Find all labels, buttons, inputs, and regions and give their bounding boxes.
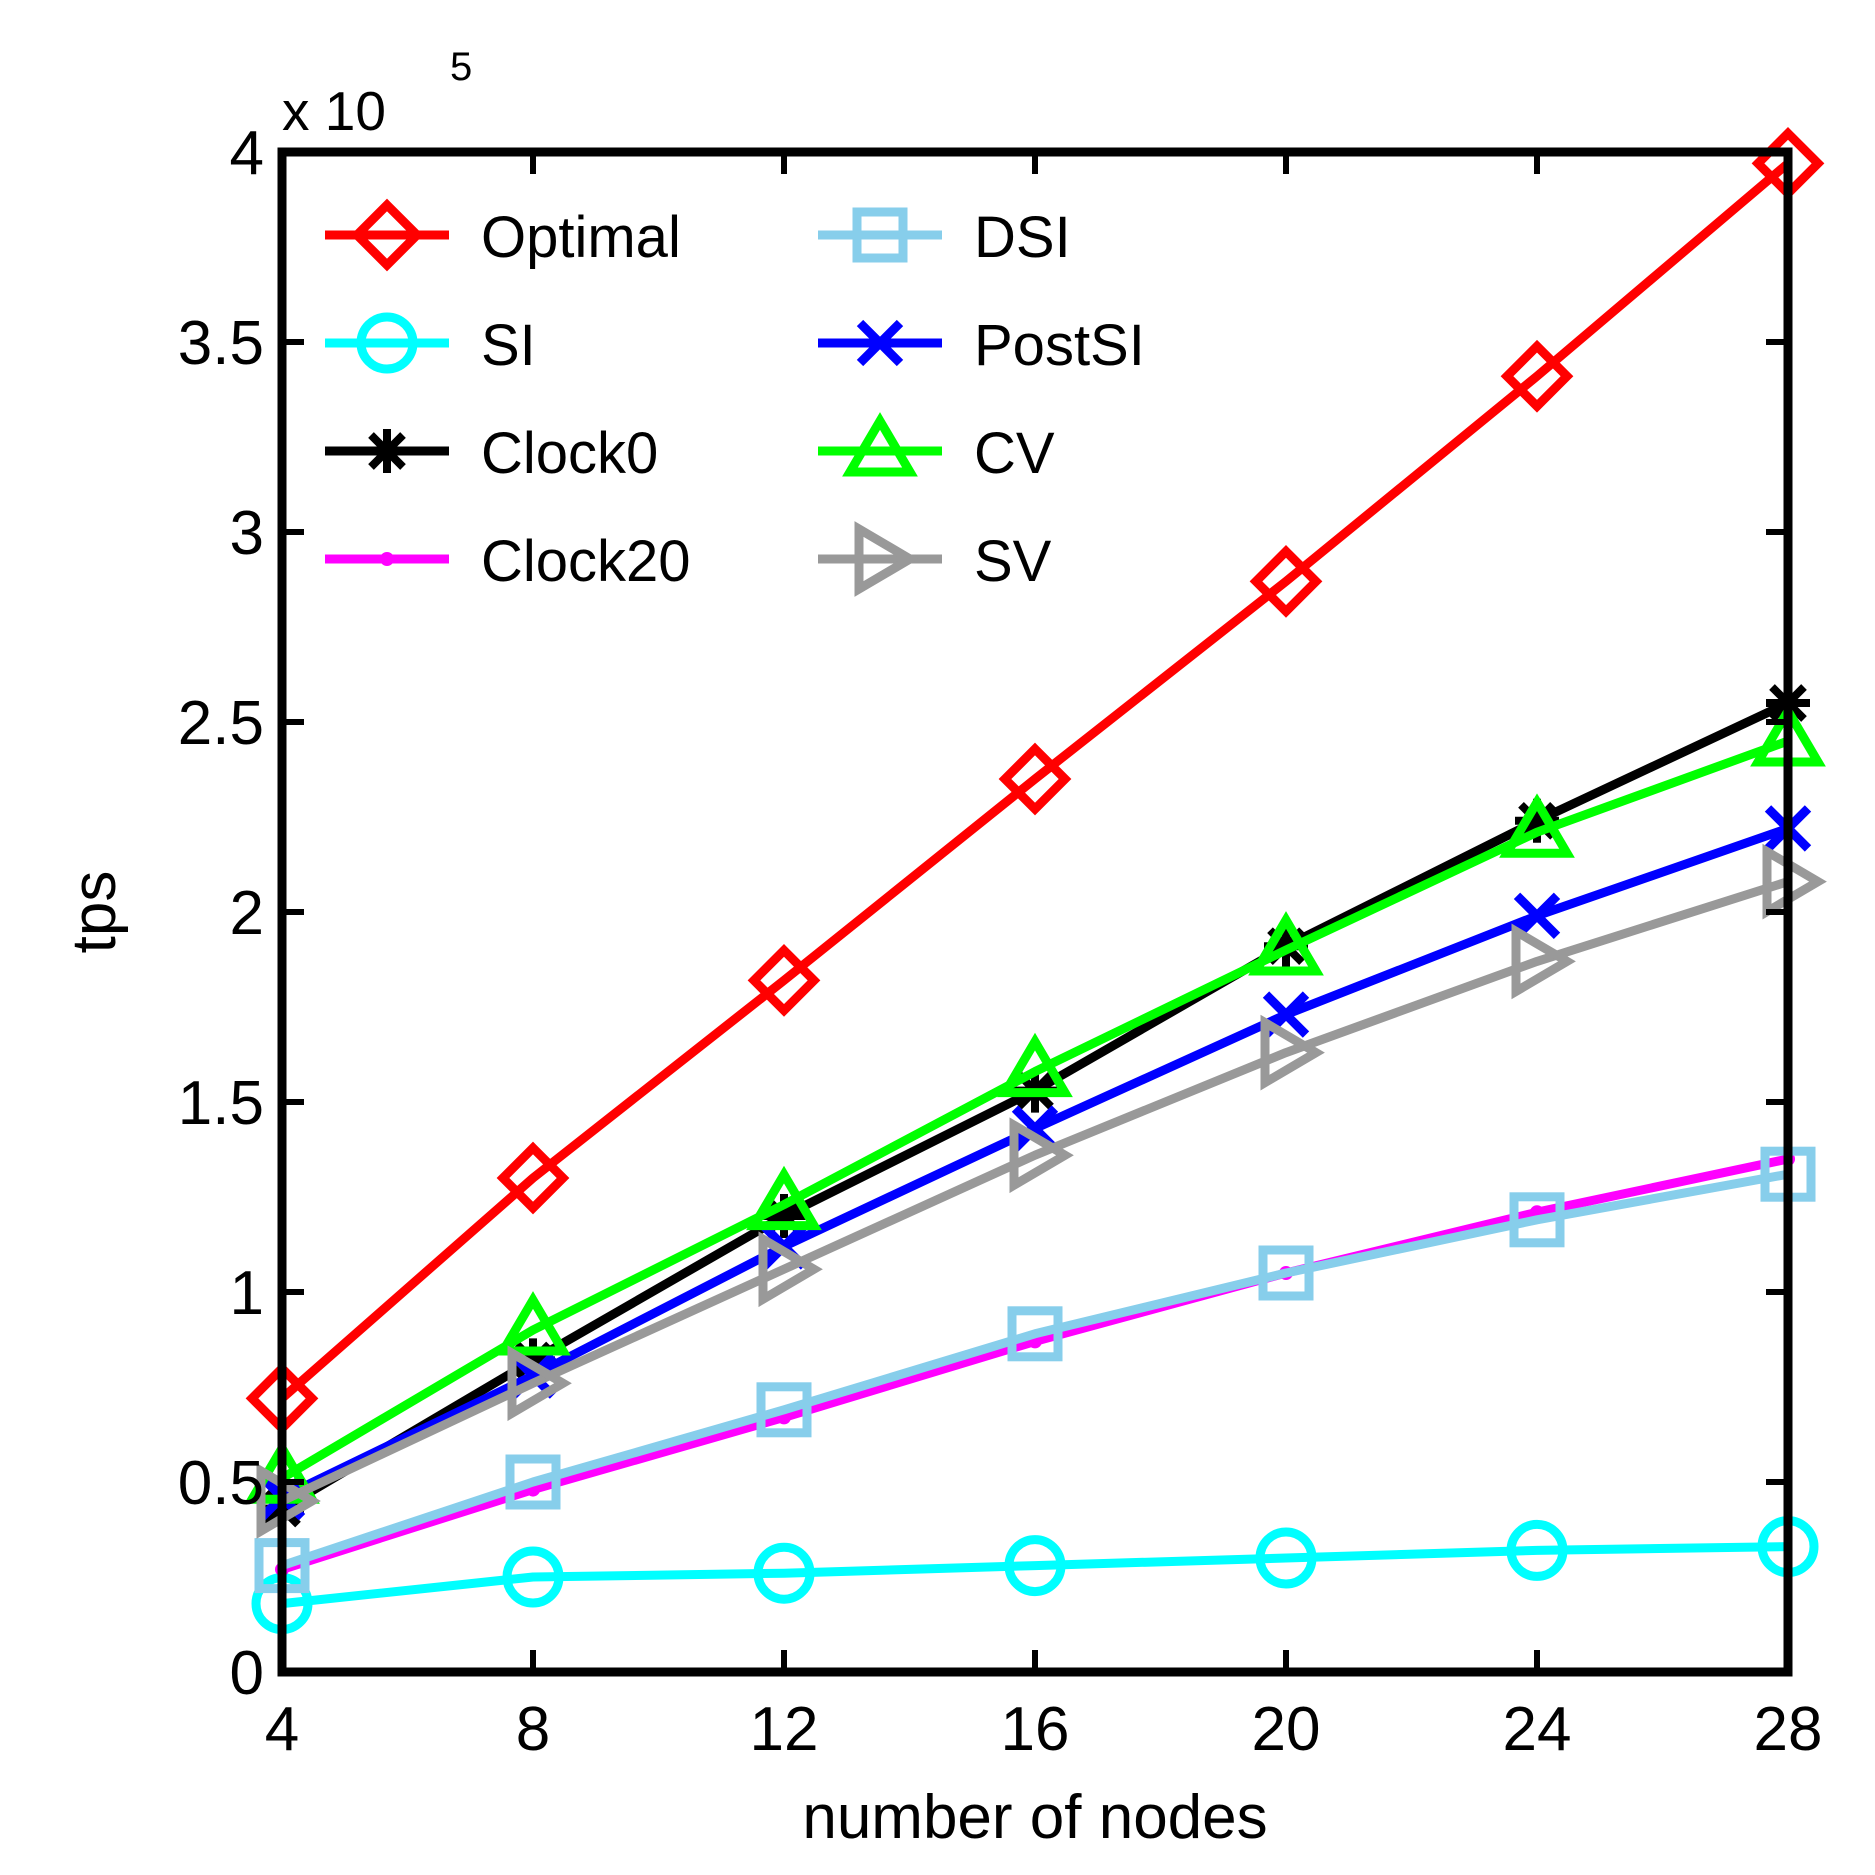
- legend-marker-si: [356, 312, 418, 374]
- series-line-dsi: [277, 1169, 1793, 1571]
- legend-item-dsi: DSI: [818, 205, 1071, 270]
- data-point-sv-12: [758, 1231, 823, 1308]
- legend-marker-dsi: [852, 207, 908, 263]
- series-si: [251, 1516, 1819, 1635]
- legend-item-cv: CV: [818, 412, 1055, 486]
- series-line-optimal: [277, 158, 1793, 1403]
- data-point-si-8: [502, 1546, 564, 1608]
- x-axis-label: number of nodes: [802, 1783, 1267, 1852]
- data-point-clock0-24: [1515, 798, 1559, 843]
- legend-label-si: SI: [481, 313, 536, 378]
- data-point-cv-16: [997, 1032, 1073, 1098]
- legend-label-clock0: Clock0: [481, 421, 658, 486]
- x-tick-label-24: 24: [1503, 1695, 1572, 1764]
- legend-marker-clock0: [365, 429, 409, 473]
- x-tick-label-16: 16: [1001, 1695, 1070, 1764]
- y-tick-label-2-5: 2.5: [178, 689, 264, 758]
- data-point-sv-8: [507, 1345, 572, 1422]
- data-point-cv-20: [1248, 911, 1324, 976]
- series-line-si: [277, 1542, 1793, 1609]
- x-tick-label-8: 8: [516, 1695, 550, 1764]
- y-tick-label-1-5: 1.5: [178, 1069, 264, 1138]
- data-point-dsi-12: [756, 1382, 812, 1438]
- y-tick-label-0: 0: [230, 1639, 264, 1708]
- data-point-optimal-16: [998, 742, 1072, 816]
- series-line-cv: [277, 736, 1793, 1483]
- y-multiplier-exponent: 5: [450, 45, 472, 89]
- data-point-dsi-20: [1258, 1245, 1314, 1301]
- data-point-clock0-12: [762, 1194, 806, 1238]
- legend-item-si: SI: [325, 312, 536, 378]
- legend-label-optimal: Optimal: [481, 205, 681, 270]
- data-point-postsi-24: [1513, 892, 1561, 939]
- y-tick-label-0-5: 0.5: [178, 1449, 264, 1518]
- x-tick-label-4: 4: [265, 1695, 299, 1764]
- legend-label-clock20: Clock20: [481, 529, 691, 594]
- data-point-cv-8: [495, 1291, 571, 1356]
- y-tick-label-3: 3: [230, 499, 264, 568]
- legend-item-clock0: Clock0: [325, 421, 658, 486]
- legend-item-postsi: PostSI: [818, 313, 1145, 378]
- data-point-si-12: [753, 1542, 815, 1604]
- data-point-dsi-24: [1509, 1192, 1565, 1248]
- series-sv: [256, 843, 1827, 1539]
- data-point-si-20: [1255, 1527, 1317, 1589]
- legend-marker-cv: [842, 412, 918, 477]
- legend-label-postsi: PostSI: [974, 313, 1145, 378]
- data-point-cv-24: [1499, 793, 1575, 858]
- data-point-si-16: [1004, 1535, 1066, 1597]
- data-point-dsi-16: [1007, 1306, 1063, 1362]
- legend-marker-optimal: [350, 198, 424, 272]
- y-tick-label-1: 1: [230, 1259, 264, 1328]
- legend-label-cv: CV: [974, 421, 1055, 486]
- data-point-optimal-24: [1500, 339, 1574, 413]
- legend-label-dsi: DSI: [974, 205, 1071, 270]
- data-point-sv-20: [1260, 1014, 1325, 1091]
- data-point-si-24: [1506, 1519, 1568, 1581]
- legend-marker-postsi: [856, 319, 904, 367]
- data-point-sv-16: [1009, 1117, 1074, 1194]
- x-tick-label-20: 20: [1252, 1695, 1321, 1764]
- x-tick-label-28: 28: [1754, 1695, 1823, 1764]
- data-point-optimal-8: [496, 1141, 570, 1215]
- series-postsi: [258, 805, 1812, 1521]
- data-point-sv-24: [1511, 923, 1576, 1000]
- series-line-sv: [277, 877, 1793, 1506]
- legend-marker-sv: [854, 521, 919, 597]
- x-tick-label-12: 12: [750, 1695, 819, 1764]
- legend-item-clock20: Clock20: [325, 529, 691, 594]
- data-point-optimal-20: [1249, 545, 1323, 618]
- legend-marker-clock20: [380, 552, 394, 566]
- y-tick-label-4: 4: [230, 119, 264, 188]
- data-point-cv-12: [746, 1165, 822, 1231]
- y-tick-label-2: 2: [230, 879, 264, 948]
- axes-layer: 4 8 12 16 20 24 28 0 0.5 1 1.5 2 2.5 3 3.5 4 number of n…: [60, 45, 1822, 1852]
- y-axis-label: tps: [60, 871, 129, 954]
- data-point-optimal-12: [747, 944, 821, 1017]
- legend-item-sv: SV: [818, 521, 1052, 597]
- series-optimal: [245, 127, 1825, 1435]
- legend-label-sv: SV: [974, 529, 1052, 594]
- data-point-dsi-8: [505, 1454, 561, 1510]
- y-tick-label-3-5: 3.5: [178, 309, 264, 378]
- legend-layer: Optimal SI Clock0 Clock20 DSI PostSI CV SV: [325, 198, 1145, 597]
- y-multiplier-label: x 10: [282, 80, 386, 142]
- legend-item-optimal: Optimal: [325, 198, 681, 272]
